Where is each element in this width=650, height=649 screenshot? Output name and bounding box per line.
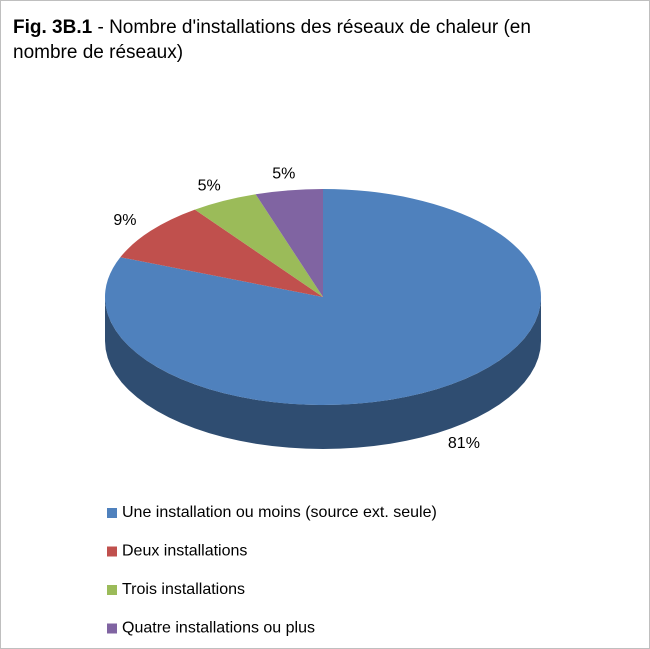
legend-label: Quatre installations ou plus (122, 620, 315, 637)
legend-label: Trois installations (122, 581, 245, 598)
data-label: 5% (198, 178, 221, 195)
legend-swatch (107, 508, 117, 518)
chart-title: - Nombre d'installations des réseaux de … (13, 17, 531, 63)
legend-swatch (107, 585, 117, 595)
data-label: 9% (113, 212, 136, 229)
slice (194, 194, 323, 297)
data-label: 81% (448, 435, 480, 452)
legend-swatch (107, 623, 117, 634)
slice-side (105, 297, 541, 449)
slice (255, 189, 323, 297)
chart-title-block: Fig. 3B.1 - Nombre d'installations des r… (13, 15, 533, 65)
legend-label: Une installation ou moins (source ext. s… (122, 504, 437, 521)
legend-label: Deux installations (122, 543, 247, 560)
legend-swatch (107, 546, 117, 557)
figure-label: Fig. 3B.1 (13, 17, 93, 38)
data-label: 5% (272, 166, 295, 183)
slice (120, 209, 324, 297)
